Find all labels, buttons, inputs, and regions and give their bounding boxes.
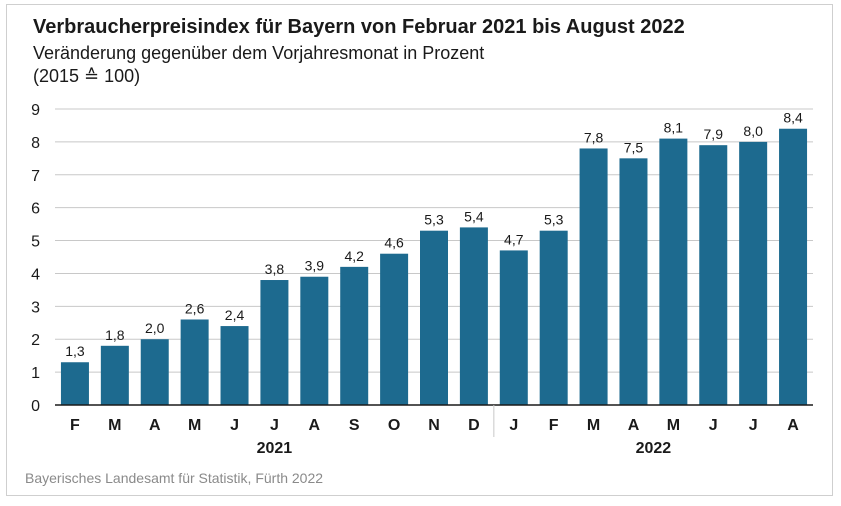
y-tick-label: 6 — [31, 201, 40, 218]
data-label: 7,8 — [584, 129, 604, 145]
data-label: 1,8 — [105, 327, 125, 343]
data-label: 8,4 — [783, 110, 803, 126]
year-group-label: 2022 — [636, 440, 672, 457]
x-tick-label: A — [628, 417, 640, 434]
data-label: 4,6 — [384, 235, 404, 251]
y-tick-label: 1 — [31, 365, 40, 382]
bar — [499, 250, 528, 405]
chart-frame — [6, 4, 833, 496]
bar — [380, 253, 409, 405]
y-tick-label: 8 — [31, 135, 40, 152]
bar — [300, 276, 329, 405]
data-label: 4,7 — [504, 231, 524, 247]
data-label: 7,9 — [704, 126, 724, 142]
x-tick-label: J — [709, 417, 718, 434]
x-tick-label: A — [787, 417, 799, 434]
bar — [539, 230, 568, 405]
data-label: 2,0 — [145, 320, 165, 336]
data-label: 8,0 — [743, 123, 763, 139]
x-tick-label: J — [230, 417, 239, 434]
chart-title: Verbraucherpreisindex für Bayern von Feb… — [33, 16, 685, 38]
bar — [699, 145, 728, 405]
y-tick-label: 3 — [31, 299, 40, 316]
x-tick-label: S — [349, 417, 360, 434]
data-label: 8,1 — [664, 120, 684, 136]
data-label: 2,4 — [225, 307, 245, 323]
bar — [459, 227, 488, 405]
data-label: 2,6 — [185, 300, 205, 316]
x-tick-label: J — [270, 417, 279, 434]
bar — [779, 128, 808, 405]
source-note: Bayerisches Landesamt für Statistik, Für… — [25, 470, 324, 486]
data-label: 5,3 — [544, 212, 564, 228]
bar — [180, 319, 209, 405]
bar — [340, 266, 369, 405]
y-tick-label: 4 — [31, 266, 40, 283]
data-label: 4,2 — [344, 248, 364, 264]
bar — [659, 138, 688, 405]
bar — [619, 158, 648, 405]
bar — [100, 345, 129, 405]
y-tick-label: 9 — [31, 102, 40, 119]
y-tick-label: 5 — [31, 234, 40, 251]
year-group-label: 2021 — [257, 440, 293, 457]
x-tick-label: D — [468, 417, 480, 434]
data-label: 3,9 — [305, 258, 325, 274]
bar — [739, 141, 768, 405]
data-label: 5,4 — [464, 208, 484, 224]
bar — [220, 326, 249, 405]
x-tick-label: A — [309, 417, 321, 434]
data-label: 7,5 — [624, 139, 644, 155]
x-tick-label: J — [749, 417, 758, 434]
x-tick-label: J — [509, 417, 518, 434]
x-tick-label: O — [388, 417, 400, 434]
bar — [420, 230, 448, 405]
x-tick-label: M — [587, 417, 600, 434]
x-tick-label: M — [188, 417, 201, 434]
x-tick-label: F — [70, 417, 80, 434]
data-label: 5,3 — [424, 212, 444, 228]
y-tick-label: 2 — [31, 332, 40, 349]
chart-base-note: (2015 ≙ 100) — [33, 66, 141, 86]
data-label: 3,8 — [265, 261, 285, 277]
x-tick-label: F — [549, 417, 559, 434]
chart-subtitle: Veränderung gegenüber dem Vorjahresmonat… — [33, 43, 485, 63]
bar — [60, 362, 89, 405]
x-tick-label: M — [108, 417, 121, 434]
bar — [579, 148, 608, 405]
y-tick-label: 7 — [31, 168, 40, 185]
bar — [140, 339, 169, 405]
x-tick-label: N — [428, 417, 440, 434]
data-label: 1,3 — [65, 343, 85, 359]
x-tick-label: M — [667, 417, 680, 434]
x-tick-label: A — [149, 417, 161, 434]
y-tick-label: 0 — [31, 398, 40, 415]
bar — [260, 280, 289, 405]
